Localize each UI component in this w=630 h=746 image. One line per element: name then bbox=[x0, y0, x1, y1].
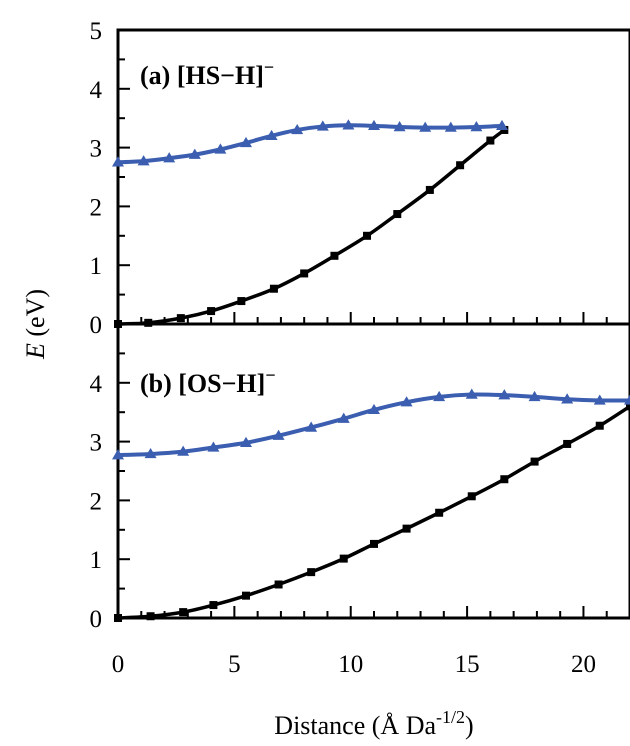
panel-b-label: (b) [OS−H]− bbox=[140, 365, 276, 398]
data-point-triangle bbox=[265, 129, 278, 141]
data-point-triangle bbox=[188, 148, 201, 159]
data-point-square bbox=[435, 508, 444, 517]
panel-a: 0 1 2 3 4 5 (a) [HS−H]− bbox=[90, 18, 630, 339]
data-point-triangle bbox=[470, 121, 483, 132]
data-point-triangle bbox=[419, 121, 432, 132]
data-point-triangle bbox=[163, 152, 176, 163]
data-point-square bbox=[370, 539, 378, 548]
data-point-square bbox=[402, 524, 411, 533]
panel-b: 0 1 2 3 4 (b) [OS−H]− bbox=[90, 322, 630, 633]
data-point-triangle bbox=[368, 119, 380, 131]
data-point-square bbox=[330, 251, 339, 260]
data-point-triangle bbox=[368, 403, 380, 415]
data-point-square bbox=[530, 457, 539, 466]
x-tick-label: 5 bbox=[228, 651, 241, 678]
x-tick-label: 10 bbox=[338, 651, 363, 678]
data-point-triangle bbox=[214, 143, 227, 154]
data-point-square bbox=[363, 231, 372, 240]
x-tick-label: 20 bbox=[571, 651, 596, 678]
data-point-square bbox=[242, 591, 250, 600]
series-line-1 bbox=[117, 123, 503, 165]
y-tick-label: 1 bbox=[90, 253, 103, 280]
data-point-square bbox=[456, 161, 465, 170]
y-tick-label: 4 bbox=[90, 77, 103, 104]
data-point-triangle bbox=[496, 119, 508, 131]
x-tick-label: 15 bbox=[455, 651, 480, 678]
data-point-square bbox=[425, 185, 434, 194]
y-tick-label: 2 bbox=[90, 194, 103, 221]
panel-a-series bbox=[112, 119, 509, 328]
data-point-square bbox=[300, 269, 309, 278]
data-point-triangle bbox=[291, 123, 304, 135]
y-tick-label: 0 bbox=[90, 606, 103, 633]
data-point-square bbox=[209, 601, 218, 610]
data-point-triangle bbox=[465, 388, 478, 399]
data-point-triangle bbox=[137, 155, 150, 166]
data-point-triangle bbox=[400, 396, 413, 407]
data-point-triangle bbox=[444, 121, 457, 132]
y-tick-label: 3 bbox=[90, 136, 103, 163]
x-tick-label: 0 bbox=[112, 651, 125, 678]
data-point-square bbox=[274, 580, 283, 589]
data-point-triangle bbox=[112, 449, 124, 460]
data-point-square bbox=[467, 492, 476, 501]
data-point-square bbox=[339, 554, 348, 563]
y-axis-title: E (eV) bbox=[21, 289, 50, 360]
data-point-triangle bbox=[112, 156, 124, 167]
data-point-triangle bbox=[624, 394, 630, 405]
data-point-triangle bbox=[393, 121, 406, 132]
data-point-triangle bbox=[342, 119, 355, 130]
x-axis-title: Distance (Å Da-1/2) bbox=[274, 707, 473, 740]
series-line-0 bbox=[117, 404, 630, 620]
data-point-square bbox=[176, 314, 185, 323]
y-tick-label: 3 bbox=[90, 430, 103, 457]
data-point-triangle bbox=[337, 412, 350, 423]
data-point-triangle bbox=[144, 447, 157, 459]
data-point-triangle bbox=[528, 390, 541, 402]
data-point-triangle bbox=[593, 394, 606, 405]
data-point-triangle bbox=[498, 389, 511, 400]
data-point-square bbox=[114, 614, 122, 622]
data-point-square bbox=[500, 475, 509, 484]
y-tick-label: 4 bbox=[90, 371, 103, 398]
data-point-triangle bbox=[561, 393, 574, 404]
y-tick-label: 2 bbox=[90, 488, 103, 515]
y-tick-label: 5 bbox=[90, 18, 103, 45]
y-tick-label: 1 bbox=[90, 547, 103, 574]
data-point-square bbox=[563, 439, 572, 448]
series-line-1 bbox=[117, 392, 630, 458]
data-point-square bbox=[486, 136, 495, 145]
panel-b-series bbox=[112, 388, 630, 622]
x-axis-ticks: 0 5 10 15 20 bbox=[112, 651, 596, 678]
data-point-square bbox=[146, 612, 155, 621]
data-point-triangle bbox=[177, 445, 190, 456]
data-point-square bbox=[393, 210, 402, 219]
data-point-square bbox=[207, 307, 216, 316]
data-point-triangle bbox=[272, 429, 285, 440]
data-point-square bbox=[237, 297, 246, 306]
panel-a-label: (a) [HS−H]− bbox=[140, 57, 274, 90]
data-point-triangle bbox=[240, 136, 252, 148]
data-point-square bbox=[307, 568, 316, 577]
data-point-triangle bbox=[207, 441, 220, 452]
data-point-square bbox=[179, 608, 188, 617]
data-point-square bbox=[269, 284, 278, 293]
data-point-triangle bbox=[240, 436, 252, 447]
data-point-triangle bbox=[316, 120, 329, 131]
data-point-square bbox=[595, 421, 604, 430]
data-point-triangle bbox=[433, 390, 446, 402]
y-tick-label: 0 bbox=[90, 312, 103, 339]
panel-a-y-ticks: 0 1 2 3 4 5 bbox=[90, 18, 630, 339]
data-point-square bbox=[626, 402, 630, 411]
data-point-triangle bbox=[305, 421, 318, 432]
